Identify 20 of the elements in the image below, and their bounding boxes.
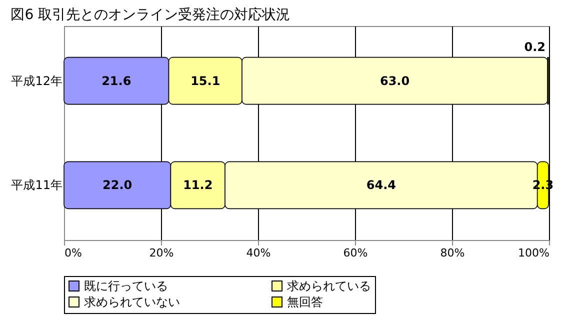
data-label: 0.2 — [524, 40, 546, 54]
y-tick-label: 平成12年 — [11, 74, 62, 88]
legend-label: 求められている — [287, 279, 371, 293]
x-tick-label: 0% — [64, 246, 82, 260]
legend-label: 求められていない — [84, 295, 180, 309]
data-label: 64.4 — [366, 178, 396, 192]
legend-label: 既に行っている — [84, 279, 168, 293]
x-tick-label: 20% — [149, 246, 174, 260]
x-tick-label: 40% — [246, 246, 271, 260]
data-label: 15.1 — [190, 74, 220, 88]
x-tick-label: 80% — [440, 246, 465, 260]
y-tick-label: 平成11年 — [11, 178, 62, 192]
data-label: 21.6 — [102, 74, 132, 88]
chart-title: 図6 取引先とのオンライン受発注の対応状況 — [10, 7, 290, 23]
data-label: 22.0 — [102, 178, 132, 192]
legend-label: 無回答 — [287, 295, 323, 309]
data-label: 63.0 — [380, 74, 410, 88]
x-tick-label: 60% — [343, 246, 368, 260]
data-label: 11.2 — [183, 178, 213, 192]
x-tick-label: 100% — [518, 246, 550, 260]
